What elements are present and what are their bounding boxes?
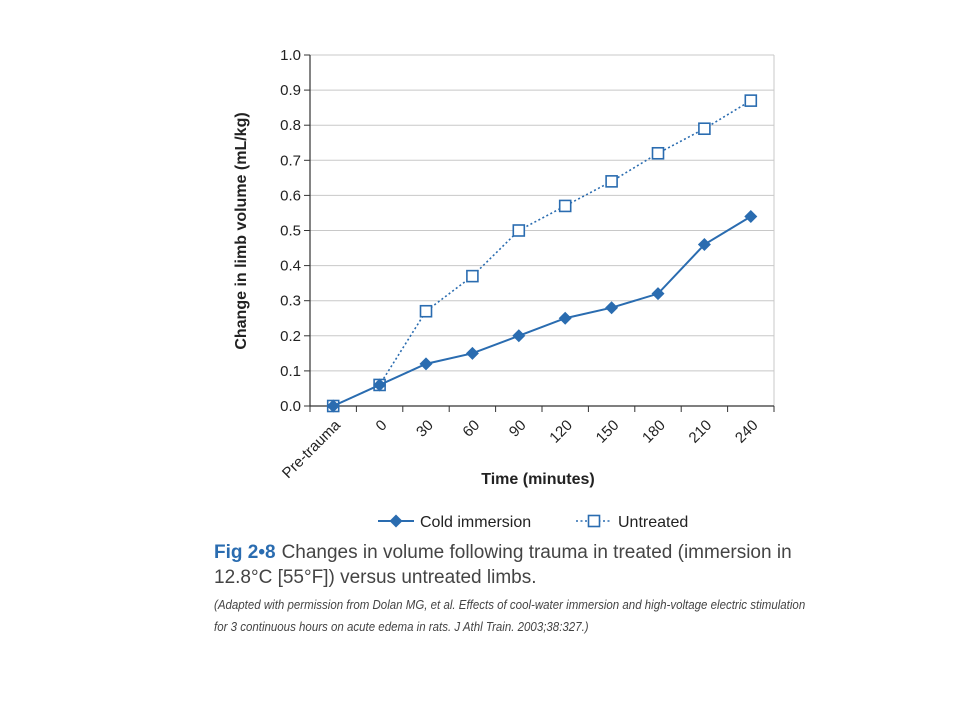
axes: 0.0 0.1 0.2 0.3 0.4 0.5 0.6 0.7 0.8 0.9 1.0 Pre-tra… bbox=[279, 47, 775, 482]
square-marker bbox=[558, 199, 572, 213]
square-marker bbox=[419, 304, 433, 318]
square-marker bbox=[698, 122, 711, 136]
line-chart: Change in limb volume (mL/kg) Time (minu… bbox=[233, 47, 775, 531]
legend-item: Untreated bbox=[576, 514, 688, 531]
y-tick-label: 0.1 bbox=[280, 363, 301, 380]
y-tick-label: 0.7 bbox=[280, 152, 301, 169]
square-marker bbox=[587, 514, 601, 528]
series bbox=[326, 94, 758, 413]
diamond-marker bbox=[697, 238, 711, 252]
y-tick-label: 0.5 bbox=[280, 223, 301, 240]
y-axis-title: Change in limb volume (mL/kg) bbox=[233, 112, 250, 349]
x-tick-label: 30 bbox=[413, 417, 437, 441]
series-cold-immersion bbox=[326, 209, 758, 413]
x-tick-label: 120 bbox=[546, 417, 576, 447]
series-line bbox=[332, 99, 752, 407]
series-line bbox=[332, 215, 752, 407]
y-tick-label: 0.3 bbox=[280, 293, 301, 310]
y-tick-label: 0.0 bbox=[280, 398, 301, 415]
diamond-marker bbox=[512, 329, 526, 343]
x-tick-label: 0 bbox=[373, 417, 391, 435]
diamond-marker bbox=[558, 311, 572, 325]
square-marker bbox=[605, 175, 618, 188]
diamond-marker bbox=[651, 287, 665, 301]
y-tick-label: 0.6 bbox=[280, 187, 301, 204]
legend-item: Cold immersion bbox=[378, 514, 531, 531]
x-tick-label: 180 bbox=[639, 417, 669, 447]
square-marker bbox=[466, 269, 479, 283]
caption-text: Changes in volume following trauma in tr… bbox=[214, 542, 792, 588]
diamond-marker bbox=[465, 346, 479, 360]
x-tick-label: 210 bbox=[686, 417, 716, 447]
figure-label: Fig 2•8 bbox=[214, 542, 276, 563]
y-tick-label: 1.0 bbox=[280, 47, 301, 64]
diamond-marker bbox=[326, 399, 340, 413]
x-tick-label: 240 bbox=[732, 417, 762, 447]
diamond-marker bbox=[419, 357, 433, 371]
x-tick-label: 150 bbox=[593, 417, 623, 447]
legend-label: Cold immersion bbox=[420, 514, 531, 531]
y-tick-label: 0.2 bbox=[280, 328, 301, 345]
diamond-marker bbox=[744, 209, 758, 223]
y-tick-label: 0.4 bbox=[280, 258, 301, 275]
x-tick-label: 90 bbox=[506, 417, 530, 441]
legend: Cold immersion Untreated bbox=[378, 514, 688, 531]
gridlines bbox=[310, 54, 775, 406]
y-tick-label: 0.9 bbox=[280, 82, 301, 99]
diamond-marker bbox=[373, 378, 387, 392]
caption-credit: (Adapted with permission from Dolan MG, … bbox=[214, 598, 806, 634]
square-marker bbox=[512, 224, 526, 237]
x-tick-label: 60 bbox=[459, 417, 483, 441]
square-marker bbox=[651, 146, 665, 160]
legend-label: Untreated bbox=[618, 514, 688, 531]
series-untreated bbox=[326, 94, 758, 413]
x-axis-title: Time (minutes) bbox=[481, 471, 595, 488]
diamond-marker bbox=[389, 514, 403, 528]
caption-main: Fig 2•8 Changes in volume following traum… bbox=[214, 540, 814, 590]
diamond-marker bbox=[605, 301, 619, 315]
square-marker bbox=[744, 94, 758, 107]
x-tick-label: Pre-trauma bbox=[279, 416, 345, 482]
y-tick-label: 0.8 bbox=[280, 117, 301, 134]
figure-caption: Fig 2•8 Changes in volume following traum… bbox=[214, 540, 814, 638]
